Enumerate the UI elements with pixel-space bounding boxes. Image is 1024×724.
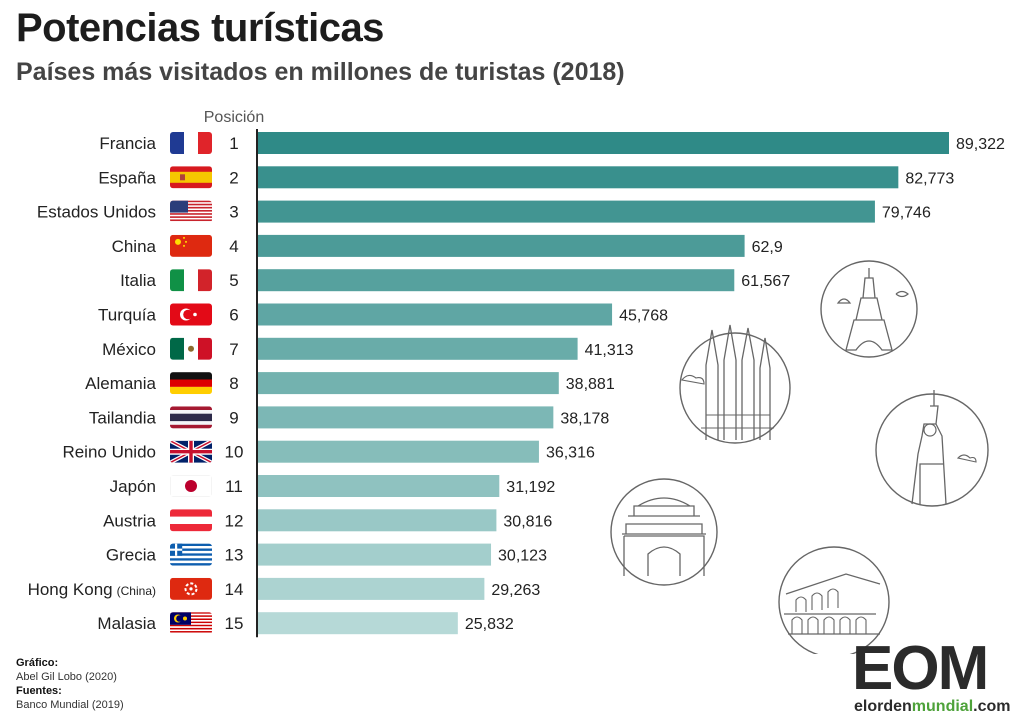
bar xyxy=(258,166,899,189)
category-label: Estados Unidos xyxy=(37,203,156,222)
bar xyxy=(258,234,745,257)
position-number: 12 xyxy=(225,511,244,530)
category-label: Alemania xyxy=(85,374,156,393)
chart-credit-label: Gráfico: xyxy=(16,657,59,669)
bar xyxy=(258,372,559,395)
spain-flag-icon xyxy=(170,166,212,189)
statue-of-liberty-icon xyxy=(875,390,989,507)
category-label: Japón xyxy=(110,477,156,496)
bar xyxy=(258,509,497,532)
value-label: 62,9 xyxy=(752,239,783,256)
position-number: 11 xyxy=(225,477,243,496)
eiffel-tower-icon xyxy=(820,260,918,358)
sources-label: Fuentes: xyxy=(16,685,62,697)
bar xyxy=(258,337,578,360)
position-number: 15 xyxy=(225,614,244,633)
category-note: (China) xyxy=(117,584,156,598)
category-label: Italia xyxy=(120,271,156,290)
bar xyxy=(258,475,500,497)
hongkong-flag-icon xyxy=(170,577,212,600)
position-number: 10 xyxy=(225,443,244,462)
austria-flag-icon xyxy=(170,509,212,532)
position-header: Posición xyxy=(204,109,264,126)
bar-chart: Posición Francia 1 89,322 España 2 82,773 Estad… xyxy=(28,109,1005,638)
position-number: 5 xyxy=(229,271,238,290)
credits: Gráfico: Abel Gil Lobo (2020) Fuentes: B… xyxy=(16,656,124,712)
italy-flag-icon xyxy=(170,269,212,292)
bar xyxy=(258,303,613,326)
value-label: 79,746 xyxy=(882,205,931,222)
usa-flag-icon xyxy=(170,200,212,222)
chart-credit-author: Abel Gil Lobo (2020) xyxy=(16,671,117,683)
eom-logo-url: elordenmundial.com xyxy=(854,698,1010,716)
malaysia-flag-icon xyxy=(170,612,212,635)
value-label: 25,832 xyxy=(465,616,514,633)
value-label: 38,881 xyxy=(566,376,615,393)
mexico-flag-icon xyxy=(170,337,212,360)
position-number: 6 xyxy=(229,306,238,325)
logo-url-part3: .com xyxy=(973,698,1011,715)
uk-flag-icon xyxy=(170,440,212,463)
category-label: Hong Kong (China) xyxy=(28,580,156,599)
page-subtitle: Países más visitados en millones de turi… xyxy=(16,58,625,86)
logo-url-part1: elorden xyxy=(854,698,912,715)
bar xyxy=(258,577,485,600)
position-number: 2 xyxy=(229,168,238,187)
bar xyxy=(258,132,949,154)
eom-logo-letters: EOM xyxy=(852,634,989,703)
value-label: 36,316 xyxy=(546,445,595,462)
category-label: Tailandia xyxy=(89,408,157,427)
value-label: 30,123 xyxy=(498,548,547,565)
position-number: 14 xyxy=(225,580,244,599)
position-number: 4 xyxy=(229,237,238,256)
value-label: 29,263 xyxy=(491,582,540,599)
position-number: 7 xyxy=(229,340,238,359)
value-label: 45,768 xyxy=(619,308,668,325)
category-label: México xyxy=(102,340,156,359)
colosseum-icon xyxy=(778,546,890,654)
logo-url-part2: mundial xyxy=(911,698,974,715)
bar xyxy=(258,543,492,566)
bar xyxy=(258,269,735,292)
value-label: 30,816 xyxy=(503,513,552,530)
forbidden-city-icon xyxy=(610,478,718,586)
turkey-flag-icon xyxy=(170,303,212,326)
page-title: Potencias turísticas xyxy=(16,6,384,50)
bar xyxy=(258,612,458,635)
eom-logo: EOM elordenmundial.com xyxy=(852,638,1016,716)
japan-flag-icon xyxy=(170,475,212,497)
position-number: 8 xyxy=(229,374,238,393)
greece-flag-icon xyxy=(170,543,212,566)
germany-flag-icon xyxy=(170,372,212,395)
category-label: China xyxy=(112,237,157,256)
category-label: Reino Unido xyxy=(62,443,156,462)
value-label: 82,773 xyxy=(905,170,954,187)
bar xyxy=(258,406,554,429)
thailand-flag-icon xyxy=(170,406,212,429)
value-label: 38,178 xyxy=(560,410,609,427)
value-label: 61,567 xyxy=(741,273,790,290)
position-number: 3 xyxy=(229,203,238,222)
category-label: Malasia xyxy=(97,614,156,633)
value-label: 31,192 xyxy=(506,479,555,496)
category-label: Turquía xyxy=(98,306,157,325)
france-flag-icon xyxy=(170,132,212,154)
bar xyxy=(258,440,539,463)
china-flag-icon xyxy=(170,234,212,257)
value-label: 89,322 xyxy=(956,136,1005,153)
category-label: España xyxy=(98,168,156,187)
sources-value: Banco Mundial (2019) xyxy=(16,699,124,711)
sagrada-familia-icon xyxy=(679,324,791,444)
category-label: Grecia xyxy=(106,546,157,565)
position-number: 1 xyxy=(229,134,238,153)
category-label: Francia xyxy=(99,134,156,153)
value-label: 41,313 xyxy=(585,342,634,359)
position-number: 13 xyxy=(225,546,244,565)
bar xyxy=(258,200,875,223)
category-label: Austria xyxy=(103,511,156,530)
position-number: 9 xyxy=(229,408,238,427)
